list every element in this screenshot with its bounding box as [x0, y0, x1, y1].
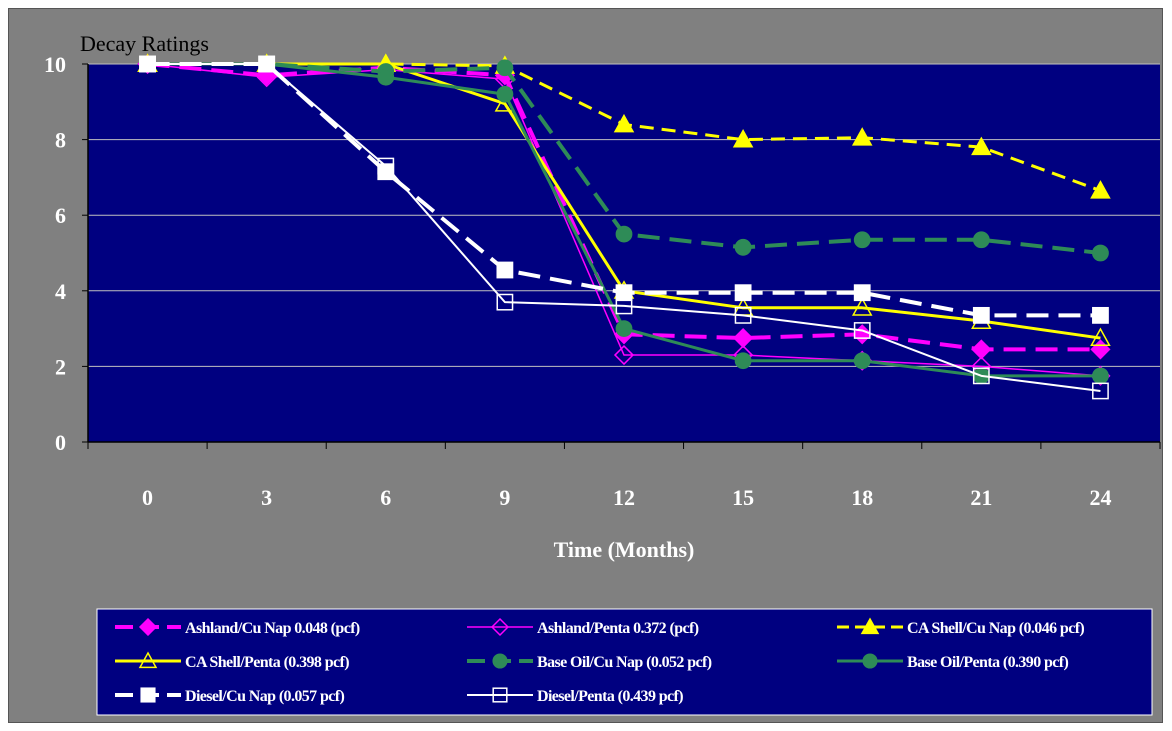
x-tick-label: 21	[970, 485, 992, 510]
x-tick-label: 0	[142, 485, 153, 510]
y-tick-label: 6	[55, 203, 66, 228]
data-point	[734, 306, 752, 324]
data-point	[615, 320, 633, 338]
data-point	[1092, 306, 1109, 324]
legend-entry: Diesel/Cu Nap (0.057 pcf)	[115, 687, 345, 705]
data-point	[256, 67, 277, 88]
data-point	[1090, 327, 1111, 346]
data-point	[613, 344, 635, 366]
data-point	[853, 284, 871, 302]
data-point	[734, 284, 752, 302]
x-axis-label: Time (Months)	[554, 537, 695, 562]
legend-label: Ashland/Penta 0.372 (pcf)	[537, 620, 699, 637]
x-tick-label: 24	[1089, 485, 1111, 510]
data-point	[860, 617, 880, 635]
y-axis-label: Decay Ratings	[80, 31, 209, 56]
data-point	[138, 617, 158, 637]
legend-entry: Ashland/Cu Nap 0.048 (pcf)	[115, 617, 361, 637]
data-point	[140, 687, 156, 703]
series-line	[147, 63, 1101, 392]
data-point	[138, 651, 158, 669]
data-point	[1092, 382, 1109, 400]
y-tick-label: 0	[55, 430, 66, 455]
data-point	[971, 136, 992, 156]
legend-label: Base Oil/Penta (0.390 pcf)	[907, 654, 1069, 671]
y-tick-label: 4	[55, 279, 66, 304]
data-point	[490, 617, 510, 637]
x-tick-label: 15	[732, 485, 754, 510]
data-point	[972, 306, 990, 324]
legend-label: CA Shell/Penta (0.398 pcf)	[185, 654, 349, 671]
y-tick-label: 10	[44, 52, 66, 77]
series-layer	[137, 53, 1111, 400]
data-point	[862, 653, 878, 669]
data-point	[492, 687, 508, 703]
x-tick-label: 18	[851, 485, 873, 510]
data-point	[258, 55, 276, 73]
series-8	[139, 55, 1109, 400]
legend-entry: Base Oil/Penta (0.390 pcf)	[837, 653, 1069, 671]
y-tick-label: 8	[55, 128, 66, 153]
x-tick-label: 12	[613, 485, 635, 510]
data-point	[615, 225, 633, 243]
legend-entry: Diesel/Penta (0.439 pcf)	[467, 687, 684, 705]
data-point	[377, 68, 395, 86]
data-point	[853, 322, 871, 339]
data-point	[732, 129, 754, 148]
data-point	[851, 127, 873, 146]
data-point	[853, 352, 871, 370]
legend-label: Base Oil/Cu Nap (0.052 pcf)	[537, 654, 712, 671]
legend-entry: Base Oil/Cu Nap (0.052 pcf)	[467, 653, 712, 671]
legend-label: CA Shell/Cu Nap (0.046 pcf)	[907, 620, 1084, 637]
data-point	[496, 261, 514, 279]
data-point	[734, 238, 752, 256]
data-point	[139, 55, 156, 73]
data-point	[615, 284, 633, 302]
x-tick-label: 3	[261, 485, 272, 510]
legend: Ashland/Cu Nap 0.048 (pcf) Ashland/Penta …	[115, 617, 1085, 705]
data-point	[972, 231, 990, 249]
y-tick-label: 2	[55, 354, 66, 379]
legend-entry: CA Shell/Cu Nap (0.046 pcf)	[837, 617, 1085, 637]
x-tick-label: 6	[380, 485, 391, 510]
legend-entry: Ashland/Penta 0.372 (pcf)	[467, 617, 699, 637]
series-7	[139, 55, 1109, 324]
data-point	[853, 231, 871, 249]
x-tick-label: 9	[499, 485, 510, 510]
legend-label: Ashland/Cu Nap 0.048 (pcf)	[185, 620, 360, 637]
data-point	[1092, 367, 1109, 385]
legend-label: Diesel/Cu Nap (0.057 pcf)	[185, 688, 344, 705]
data-point	[377, 157, 395, 175]
data-point	[734, 352, 752, 370]
data-point	[851, 297, 873, 316]
data-point	[615, 297, 633, 315]
data-point	[492, 653, 508, 669]
data-point	[613, 113, 635, 133]
data-point	[496, 85, 514, 103]
legend-entry: CA Shell/Penta (0.398 pcf)	[115, 651, 350, 671]
data-point	[496, 293, 514, 311]
data-point	[496, 59, 514, 77]
series-5	[139, 55, 1109, 262]
data-point	[972, 367, 990, 385]
data-point	[1090, 180, 1111, 199]
legend-label: Diesel/Penta (0.439 pcf)	[537, 688, 683, 705]
data-point	[1092, 244, 1109, 262]
series-line	[147, 63, 1101, 377]
legend-box	[96, 608, 1153, 716]
